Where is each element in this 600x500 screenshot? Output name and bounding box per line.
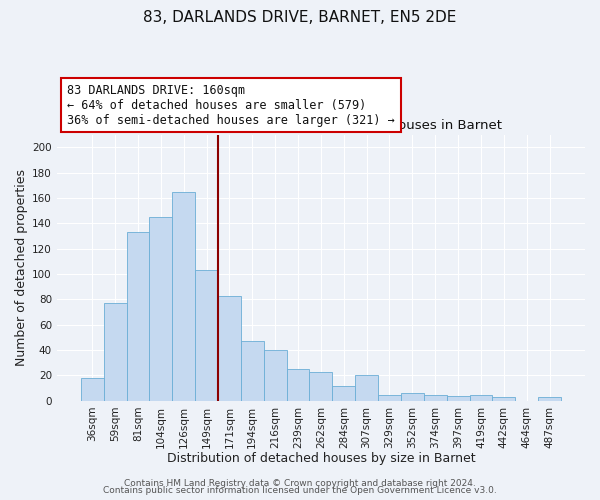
Bar [493, 397, 515, 401]
Text: 83, DARLANDS DRIVE, BARNET, EN5 2DE: 83, DARLANDS DRIVE, BARNET, EN5 2DE [143, 10, 457, 25]
Bar [355, 376, 378, 401]
X-axis label: Distribution of detached houses by size in Barnet: Distribution of detached houses by size … [167, 452, 475, 465]
Bar [218, 296, 241, 401]
Title: Size of property relative to detached houses in Barnet: Size of property relative to detached ho… [140, 119, 502, 132]
Bar [195, 270, 218, 401]
Y-axis label: Number of detached properties: Number of detached properties [15, 169, 28, 366]
Bar [424, 394, 446, 401]
Bar [264, 350, 287, 401]
Bar [81, 378, 104, 401]
Text: Contains HM Land Registry data © Crown copyright and database right 2024.: Contains HM Land Registry data © Crown c… [124, 478, 476, 488]
Bar [378, 394, 401, 401]
Bar [287, 369, 310, 401]
Text: 83 DARLANDS DRIVE: 160sqm
← 64% of detached houses are smaller (579)
36% of semi: 83 DARLANDS DRIVE: 160sqm ← 64% of detac… [67, 84, 395, 126]
Bar [470, 394, 493, 401]
Bar [332, 386, 355, 401]
Bar [401, 393, 424, 401]
Bar [241, 341, 264, 401]
Bar [446, 396, 470, 401]
Bar [538, 397, 561, 401]
Text: Contains public sector information licensed under the Open Government Licence v3: Contains public sector information licen… [103, 486, 497, 495]
Bar [104, 303, 127, 401]
Bar [149, 217, 172, 401]
Bar [310, 372, 332, 401]
Bar [127, 232, 149, 401]
Bar [172, 192, 195, 401]
